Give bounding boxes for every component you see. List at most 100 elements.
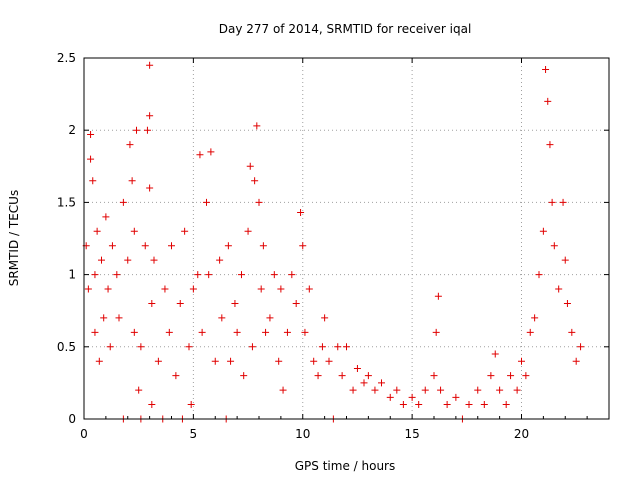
- data-point: [360, 379, 368, 387]
- data-point: [393, 386, 401, 394]
- data-point: [364, 372, 372, 380]
- data-point: [577, 343, 585, 351]
- data-point: [568, 328, 576, 336]
- data-point: [181, 227, 189, 235]
- y-tick-label: 1: [68, 268, 76, 282]
- data-point: [502, 401, 510, 409]
- data-point: [270, 271, 278, 279]
- plot-frame: [83, 57, 610, 420]
- data-point: [305, 285, 313, 293]
- data-point: [561, 256, 569, 264]
- data-point: [93, 227, 101, 235]
- data-point: [238, 271, 245, 279]
- data-point: [135, 386, 143, 394]
- data-point: [176, 299, 184, 307]
- data-point: [299, 242, 307, 250]
- data-point: [231, 299, 239, 307]
- axis-ticks: 0 5 10 15 20 0 0.5 1 1.5 2 2.5: [57, 51, 610, 441]
- data-point: [148, 299, 156, 307]
- data-point: [432, 328, 440, 336]
- data-point: [443, 401, 451, 409]
- data-point: [378, 379, 385, 387]
- data-point: [544, 97, 552, 105]
- data-point: [87, 131, 95, 139]
- data-point: [148, 401, 156, 409]
- y-tick-label: 2: [68, 123, 76, 137]
- data-point: [277, 285, 285, 293]
- x-tick-label: 20: [514, 427, 529, 441]
- data-point: [434, 292, 442, 300]
- data-point: [465, 401, 473, 409]
- data-point: [95, 357, 103, 365]
- data-point: [353, 364, 361, 372]
- data-point: [168, 242, 175, 250]
- data-point: [321, 314, 329, 322]
- data-point: [314, 372, 322, 380]
- x-axis-label: GPS time / hours: [295, 459, 396, 473]
- data-point: [198, 328, 206, 336]
- data-point: [262, 328, 270, 336]
- data-point: [542, 66, 550, 74]
- data-point: [548, 198, 556, 206]
- data-point: [224, 242, 232, 250]
- data-point: [279, 386, 287, 394]
- data-point: [115, 314, 123, 322]
- data-point: [437, 386, 445, 394]
- data-point: [165, 328, 173, 336]
- x-tick-label: 5: [190, 427, 198, 441]
- data-point: [522, 372, 530, 380]
- data-point: [161, 285, 169, 293]
- data-point: [572, 357, 580, 365]
- data-point: [128, 177, 136, 185]
- data-point: [491, 350, 499, 358]
- data-point: [334, 343, 342, 351]
- x-tick-label: 10: [295, 427, 310, 441]
- y-tick-label: 1.5: [57, 195, 76, 209]
- data-point: [233, 328, 241, 336]
- data-point: [100, 314, 108, 322]
- data-point: [310, 357, 318, 365]
- data-point: [253, 122, 261, 130]
- data-point: [203, 198, 210, 206]
- data-point: [343, 343, 350, 351]
- data-point: [130, 227, 138, 235]
- data-point: [98, 256, 105, 264]
- data-point: [104, 285, 112, 293]
- data-point: [546, 141, 554, 149]
- x-tick-label: 0: [80, 427, 88, 441]
- data-point: [415, 401, 423, 409]
- data-point: [91, 328, 99, 336]
- data-point: [146, 184, 154, 192]
- data-point: [338, 372, 346, 380]
- data-point: [408, 393, 416, 401]
- data-point: [196, 151, 204, 159]
- data-point: [113, 271, 121, 279]
- data-point: [325, 357, 333, 365]
- data-point: [87, 155, 95, 163]
- data-point: [452, 393, 460, 401]
- data-point: [292, 299, 300, 307]
- data-point: [89, 177, 97, 185]
- data-point: [106, 343, 114, 351]
- data-point: [124, 256, 132, 264]
- data-point: [371, 386, 379, 394]
- data-point: [216, 256, 224, 264]
- data-point: [480, 401, 488, 409]
- data-point: [102, 213, 110, 221]
- data-point: [539, 227, 547, 235]
- x-tick-label: 15: [404, 427, 419, 441]
- data-point: [531, 314, 539, 322]
- data-point: [259, 242, 267, 250]
- data-point: [146, 61, 154, 69]
- data-point: [518, 357, 525, 365]
- data-point: [172, 372, 180, 380]
- data-point: [513, 386, 521, 394]
- data-point: [244, 227, 252, 235]
- data-point: [283, 328, 291, 336]
- data-point: [297, 209, 305, 217]
- data-point: [555, 285, 563, 293]
- data-point: [189, 285, 197, 293]
- y-axis-label: SRMTID / TECUs: [7, 190, 21, 286]
- data-point: [474, 386, 482, 394]
